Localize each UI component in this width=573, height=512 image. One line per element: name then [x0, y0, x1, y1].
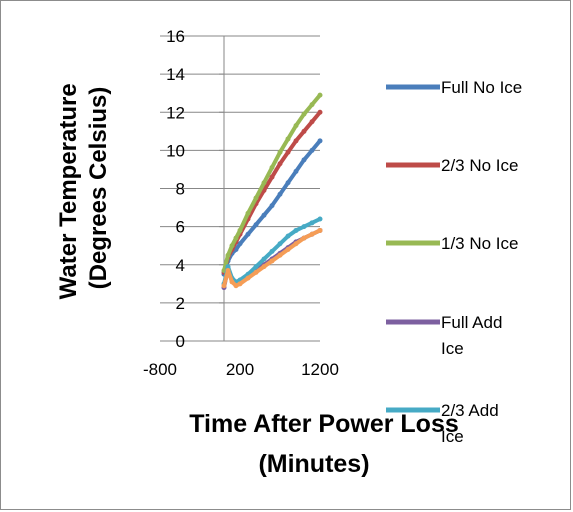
- data-point: [269, 165, 275, 171]
- data-point: [277, 161, 283, 167]
- data-point: [225, 267, 231, 273]
- data-point: [253, 269, 259, 275]
- y-axis-title: Water Temperature (Degrees Celsius): [55, 77, 112, 300]
- legend-label-line: Full Add: [441, 313, 502, 332]
- data-point: [293, 227, 299, 233]
- data-point: [261, 256, 267, 262]
- data-point: [309, 119, 315, 125]
- data-point: [277, 149, 283, 155]
- data-point: [237, 241, 243, 247]
- data-point: [301, 111, 307, 117]
- legend-label: 2/3 No Ice: [441, 156, 519, 175]
- legend-label-line: Ice: [441, 339, 464, 358]
- data-point: [233, 283, 239, 289]
- data-point: [253, 195, 259, 201]
- legend-label: Full Add Ice: [441, 313, 502, 358]
- series-layer: [221, 92, 323, 291]
- data-point: [277, 252, 283, 258]
- data-point: [301, 157, 307, 163]
- data-point: [221, 283, 227, 289]
- y-axis-title-line-1: Water Temperature: [55, 83, 82, 299]
- data-point: [245, 231, 251, 237]
- data-point: [317, 138, 323, 144]
- data-point: [237, 281, 243, 287]
- y-tick-label: 4: [176, 256, 185, 275]
- data-point: [285, 233, 291, 239]
- data-point: [229, 279, 235, 285]
- data-point: [245, 210, 251, 216]
- y-tick-label: 8: [176, 180, 185, 199]
- data-point: [269, 203, 275, 209]
- data-point: [293, 168, 299, 174]
- y-tick-label: 16: [166, 27, 185, 46]
- legend-label-line: Ice: [441, 427, 464, 446]
- data-point: [285, 247, 291, 252]
- data-point: [309, 220, 315, 226]
- data-point: [225, 264, 231, 270]
- legend: Full No Ice 2/3 No Ice 1/3 No Ice Full Add I…: [386, 78, 522, 446]
- y-tick-label: 0: [176, 332, 185, 351]
- gridlines: [160, 35, 320, 342]
- x-tick-label: -800: [143, 360, 177, 379]
- data-point: [309, 231, 315, 237]
- data-point: [309, 147, 315, 153]
- data-point: [277, 191, 283, 197]
- data-point: [269, 174, 275, 180]
- y-tick-label: 14: [166, 65, 185, 84]
- data-point: [293, 241, 299, 247]
- y-tick-label: 2: [176, 294, 185, 313]
- legend-label-line: 2/3 Add: [441, 401, 499, 420]
- data-point: [317, 227, 323, 233]
- data-point: [293, 123, 299, 129]
- data-point: [317, 109, 323, 115]
- data-point: [301, 128, 307, 134]
- x-tick-labels: -800 200 1200: [143, 360, 339, 379]
- data-point: [301, 235, 307, 241]
- data-point: [261, 264, 267, 270]
- x-tick-label: 1200: [301, 360, 339, 379]
- data-point: [225, 252, 231, 258]
- data-point: [261, 212, 267, 218]
- y-tick-label: 12: [166, 103, 185, 122]
- data-point: [285, 180, 291, 186]
- data-point: [253, 264, 259, 270]
- data-point: [301, 224, 307, 230]
- data-point: [317, 92, 323, 98]
- data-point: [269, 258, 275, 264]
- data-point: [285, 136, 291, 142]
- x-tick-label: 200: [226, 360, 254, 379]
- data-point: [253, 222, 259, 228]
- y-tick-labels: 0 2 4 6 8 10 12 14 16: [166, 27, 185, 351]
- x-axis-title-line-1: Time After Power Loss: [189, 410, 459, 438]
- data-point: [277, 241, 283, 247]
- data-point: [237, 227, 243, 233]
- y-tick-label: 10: [166, 141, 185, 160]
- data-point: [269, 248, 275, 254]
- x-axis-title-line-2: (Minutes): [258, 450, 369, 478]
- data-point: [285, 149, 291, 155]
- data-point: [229, 243, 235, 249]
- legend-label: 2/3 Add Ice: [441, 401, 499, 446]
- data-point: [245, 275, 251, 281]
- legend-label: 1/3 No Ice: [441, 234, 519, 253]
- data-point: [261, 180, 267, 186]
- data-point: [309, 102, 315, 108]
- y-tick-label: 6: [176, 218, 185, 237]
- legend-label: Full No Ice: [441, 78, 522, 97]
- data-point: [317, 216, 323, 222]
- data-point: [233, 235, 239, 241]
- data-point: [293, 138, 299, 144]
- y-axis-title-line-2: (Degrees Celsius): [85, 87, 112, 290]
